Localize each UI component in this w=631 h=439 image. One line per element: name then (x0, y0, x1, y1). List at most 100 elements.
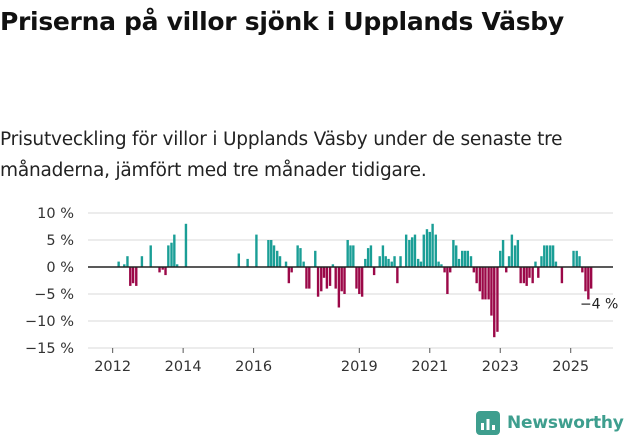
bar (496, 267, 499, 332)
bar (296, 245, 299, 267)
bar (554, 261, 558, 267)
bar (413, 234, 417, 267)
bar (164, 267, 167, 276)
bar (287, 267, 291, 284)
bar (549, 245, 552, 267)
bar (117, 261, 120, 267)
x-tick-label: 2016 (235, 359, 272, 375)
bar (378, 256, 381, 267)
bar (358, 267, 361, 294)
bar (537, 267, 540, 278)
bar (396, 267, 399, 284)
bar (343, 267, 346, 294)
bar (581, 267, 584, 273)
bar (399, 256, 402, 267)
y-tick-label: −5 % (34, 287, 74, 303)
bar (355, 267, 358, 289)
bar (290, 267, 293, 273)
bar-chart-icon (476, 411, 500, 435)
bar (419, 261, 423, 267)
bar (149, 245, 152, 267)
bar (381, 245, 385, 267)
bar (525, 267, 528, 286)
bar (337, 267, 341, 308)
bar (475, 267, 478, 284)
bar (246, 258, 249, 267)
bar (299, 248, 302, 267)
bar (158, 267, 161, 273)
bar (540, 256, 543, 267)
bar (408, 240, 411, 267)
bar (270, 240, 273, 267)
bar (387, 258, 390, 267)
bars (117, 223, 593, 338)
bar (175, 264, 179, 267)
bar (131, 267, 135, 284)
x-tick-label: 2025 (552, 359, 589, 375)
y-tick-label: 5 % (46, 233, 74, 249)
annotations: −4 % (580, 297, 618, 313)
bar (443, 267, 446, 273)
bar (578, 256, 581, 267)
bar (170, 242, 173, 267)
y-tick-label: 10 % (37, 206, 74, 222)
bar (457, 258, 461, 267)
bar (349, 245, 352, 267)
bar (325, 267, 329, 289)
y-axis: 10 % 5 % 0 % −5 % −10 % −15 % (25, 206, 74, 357)
bar-chart: 10 %5 %0 %−5 %−10 %−15 % 2012 2014 2016 201… (25, 206, 618, 375)
bar (510, 234, 514, 267)
bar (484, 267, 487, 300)
bar (167, 245, 170, 267)
bar (322, 267, 326, 278)
bar (446, 267, 449, 294)
bar (416, 258, 420, 267)
bar (366, 248, 370, 267)
bar (478, 267, 482, 292)
bar (472, 267, 476, 273)
bar (519, 267, 522, 284)
bar (440, 264, 443, 267)
bar (352, 245, 355, 267)
bar (340, 267, 343, 292)
y-tick-label: 0 % (46, 260, 74, 276)
bar (460, 250, 464, 267)
bar (589, 267, 593, 289)
bar (543, 245, 546, 267)
chart-title: Priserna på villor sjönk i Upplands Väsb… (0, 7, 564, 36)
bar (305, 267, 308, 289)
y-tick-label: −10 % (25, 314, 74, 330)
bar (278, 256, 282, 267)
brand-name: Newsworthy (507, 413, 624, 433)
bar (507, 256, 511, 267)
bar (434, 234, 437, 267)
bar (455, 245, 458, 267)
bar (516, 240, 520, 267)
bar (331, 264, 335, 267)
bar (346, 240, 349, 267)
bar (140, 256, 144, 267)
bar (320, 267, 323, 292)
last-value-label: −4 % (580, 297, 618, 313)
y-tick-label: −15 % (25, 341, 74, 357)
bar (575, 250, 578, 267)
bar (469, 256, 473, 267)
bar (481, 267, 484, 300)
bar (493, 267, 496, 338)
bar (499, 250, 502, 267)
bar (328, 267, 332, 286)
bar (173, 234, 176, 267)
bar (237, 253, 241, 267)
bar (528, 267, 531, 278)
bar (501, 240, 505, 267)
x-tick-label: 2021 (411, 359, 448, 375)
bar (369, 245, 373, 267)
bar (360, 267, 364, 297)
bar (410, 237, 414, 267)
bar (267, 240, 270, 267)
bar (452, 240, 455, 267)
x-tick-label: 2023 (482, 359, 519, 375)
bar (126, 256, 129, 267)
x-axis: 2012 2014 2016 2019 2021 2023 2025 (94, 348, 589, 375)
bar (334, 267, 337, 289)
